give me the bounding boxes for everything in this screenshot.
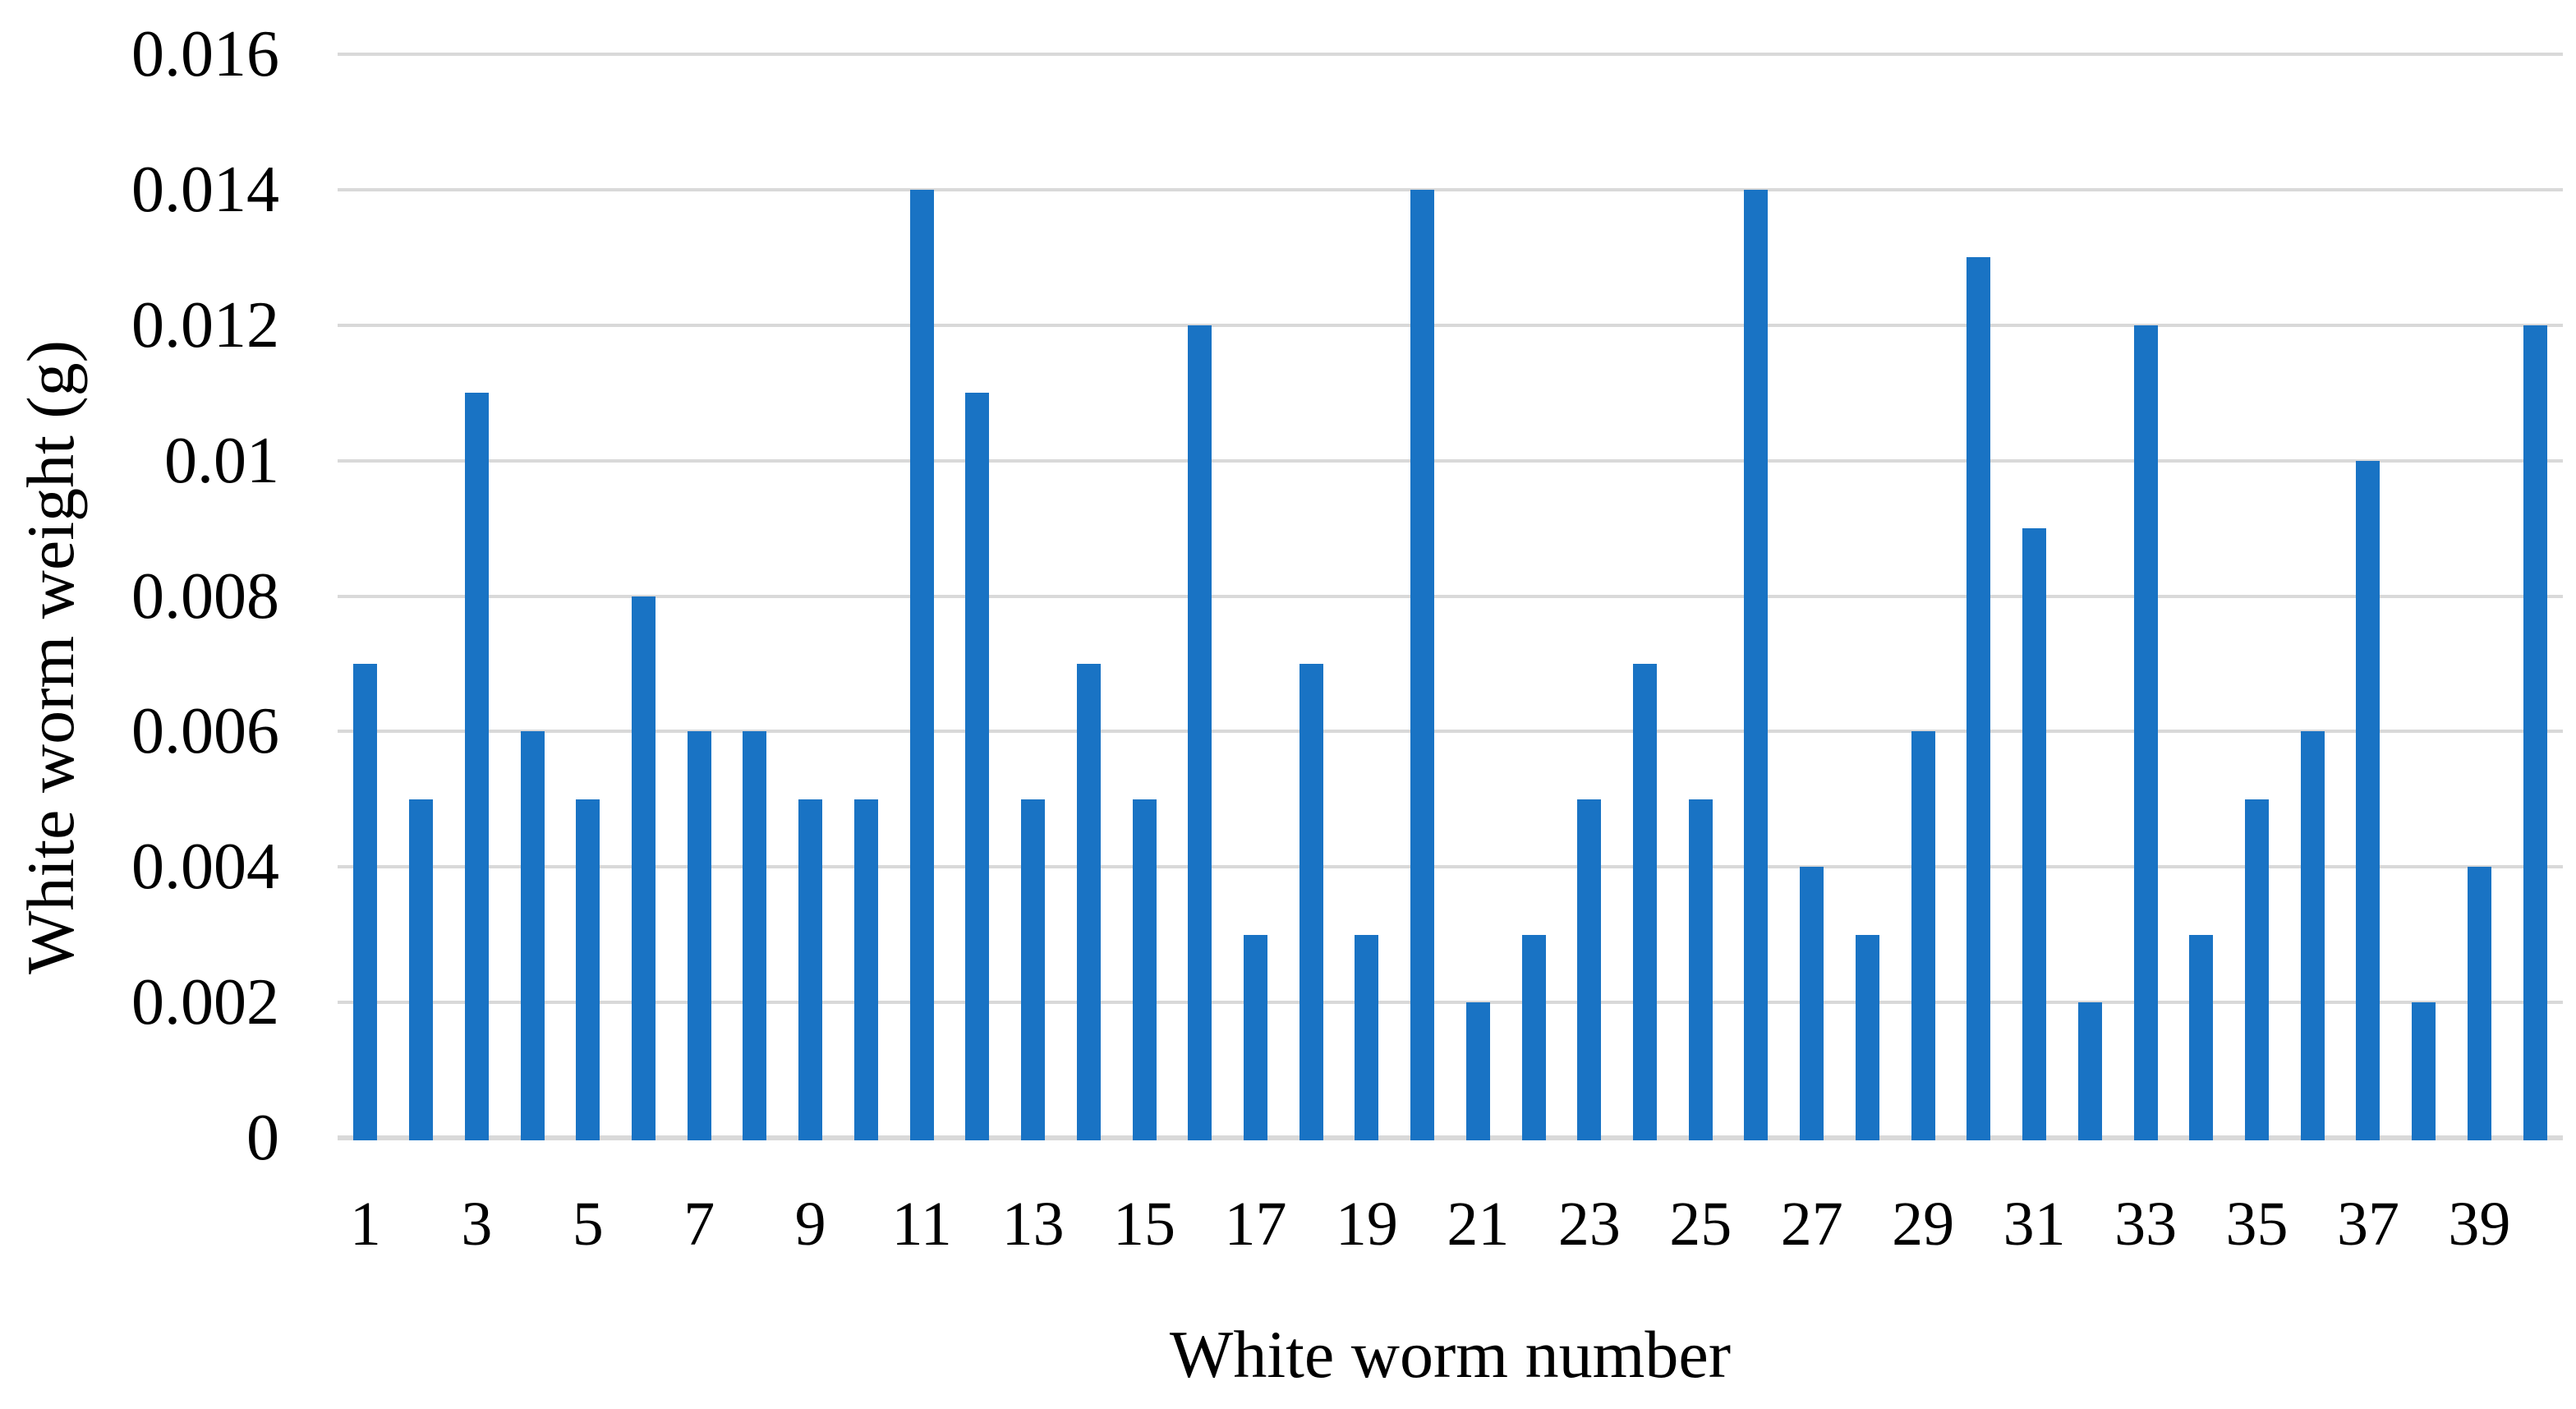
bar-worm-36 — [2300, 731, 2325, 1140]
bar-worm-33 — [2133, 325, 2158, 1140]
y-tick-label: 0.002 — [131, 966, 279, 1039]
bar-worm-30 — [1966, 257, 1991, 1140]
bar-worm-29 — [1911, 731, 1935, 1140]
x-tick-label: 5 — [572, 1190, 604, 1259]
gridline — [338, 458, 2563, 463]
bar-worm-12 — [965, 393, 990, 1140]
x-tick-label: 37 — [2336, 1190, 2399, 1259]
x-tick-label: 27 — [1780, 1190, 1843, 1259]
y-tick-label: 0.004 — [131, 831, 279, 904]
bar-worm-8 — [743, 731, 767, 1140]
y-tick-label: 0.016 — [131, 18, 279, 90]
x-axis-title: White worm number — [1169, 1317, 1732, 1392]
y-axis-title: White worm weight (g) — [13, 340, 88, 974]
x-tick-label: 13 — [1001, 1190, 1065, 1259]
bar-worm-31 — [2022, 528, 2047, 1140]
bar-worm-24 — [1633, 663, 1658, 1140]
x-tick-label: 3 — [461, 1190, 493, 1259]
x-tick-label: 1 — [349, 1190, 381, 1259]
bar-worm-19 — [1355, 934, 1379, 1140]
gridline — [338, 594, 2563, 598]
bar-worm-25 — [1688, 799, 1713, 1140]
y-tick-label: 0.006 — [131, 695, 279, 768]
bar-worm-14 — [1076, 663, 1101, 1140]
x-tick-label: 23 — [1557, 1190, 1621, 1259]
bar-worm-5 — [576, 799, 600, 1140]
x-tick-label: 29 — [1892, 1190, 1955, 1259]
bar-worm-32 — [2077, 1002, 2102, 1140]
x-axis-baseline — [338, 1135, 2563, 1140]
gridline — [338, 730, 2563, 734]
gridline — [338, 53, 2563, 56]
bar-worm-27 — [1800, 867, 1824, 1140]
bar-worm-1 — [353, 663, 378, 1140]
y-tick-label: 0.01 — [164, 424, 279, 497]
y-tick-label: 0.012 — [131, 288, 279, 361]
bar-worm-38 — [2412, 1002, 2436, 1140]
bar-worm-26 — [1744, 189, 1769, 1140]
x-tick-label: 33 — [2114, 1190, 2178, 1259]
gridline — [338, 865, 2563, 869]
bar-worm-28 — [1855, 934, 1879, 1140]
bar-worm-35 — [2245, 799, 2269, 1140]
bar-worm-2 — [409, 799, 434, 1140]
x-tick-label: 19 — [1335, 1190, 1398, 1259]
y-tick-label: 0.014 — [131, 153, 279, 226]
bar-worm-17 — [1243, 934, 1267, 1140]
x-tick-label: 25 — [1669, 1190, 1732, 1259]
gridline — [338, 187, 2563, 191]
bar-worm-10 — [853, 799, 878, 1140]
bar-worm-13 — [1021, 799, 1046, 1140]
bar-worm-16 — [1188, 325, 1212, 1140]
bar-worm-4 — [520, 731, 545, 1140]
bar-worm-22 — [1521, 934, 1546, 1140]
bar-worm-39 — [2467, 867, 2491, 1140]
bar-worm-18 — [1299, 663, 1323, 1140]
bar-worm-37 — [2356, 460, 2380, 1140]
bar-worm-40 — [2523, 325, 2547, 1140]
bar-worm-21 — [1465, 1002, 1490, 1140]
bar-worm-34 — [2189, 934, 2214, 1140]
bar-worm-6 — [631, 596, 656, 1140]
gridline — [338, 323, 2563, 327]
bar-worm-9 — [798, 799, 823, 1140]
x-tick-label: 15 — [1113, 1190, 1175, 1259]
bar-worm-11 — [909, 189, 934, 1140]
x-tick-label: 21 — [1447, 1190, 1510, 1259]
x-tick-label: 17 — [1224, 1190, 1287, 1259]
y-tick-label: 0 — [246, 1102, 279, 1174]
bar-worm-7 — [687, 731, 711, 1140]
x-tick-label: 9 — [794, 1190, 826, 1259]
bar-worm-3 — [464, 393, 489, 1140]
y-tick-label: 0.008 — [131, 559, 279, 633]
bar-worm-15 — [1132, 799, 1157, 1140]
bar-worm-20 — [1410, 189, 1435, 1140]
x-tick-label: 39 — [2448, 1190, 2511, 1259]
x-tick-label: 31 — [2003, 1190, 2066, 1259]
x-tick-label: 11 — [891, 1190, 952, 1259]
x-tick-label: 7 — [683, 1190, 715, 1259]
bar-worm-23 — [1577, 799, 1602, 1140]
gridline — [338, 1001, 2563, 1005]
x-tick-label: 35 — [2225, 1190, 2288, 1259]
